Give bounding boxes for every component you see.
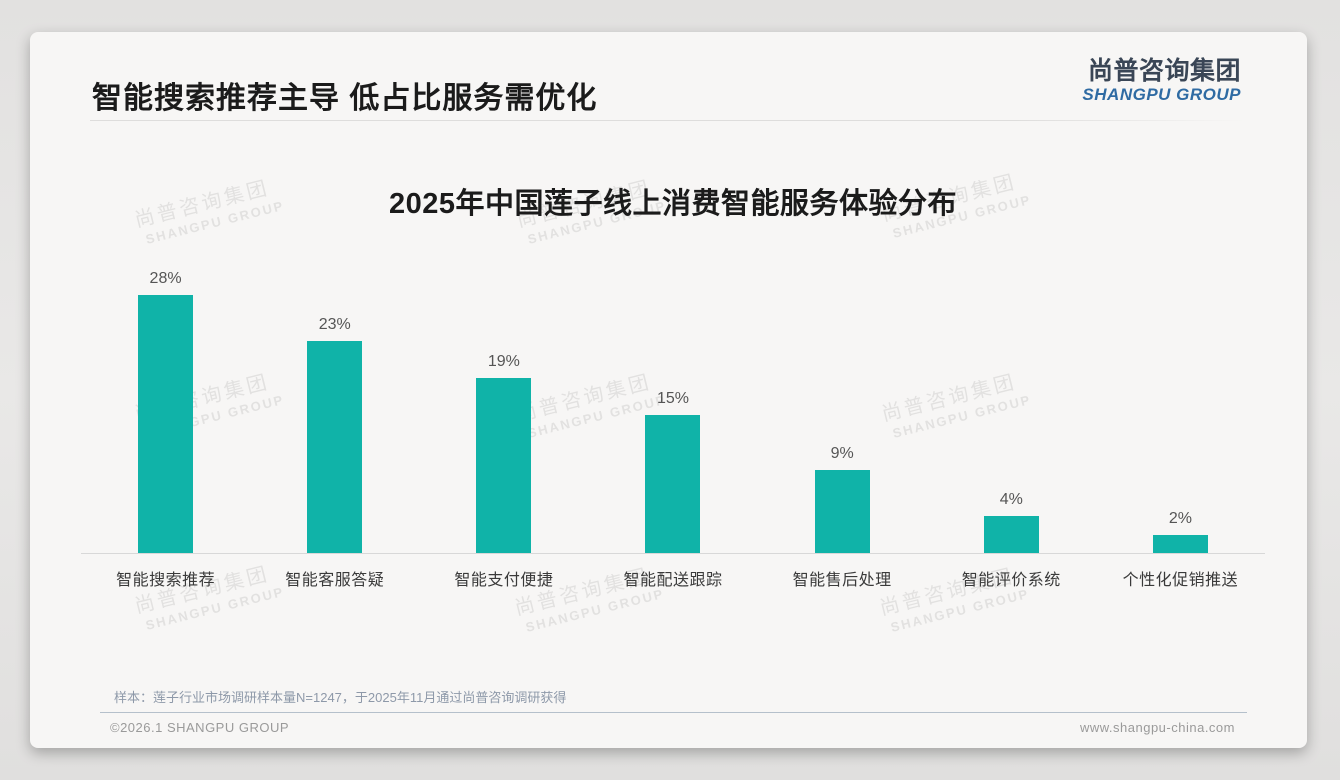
bar-value-label: 15% <box>656 390 689 407</box>
footer-divider <box>100 712 1247 713</box>
category-label: 智能支付便捷 <box>454 572 554 589</box>
bar-value-label: 4% <box>999 491 1023 509</box>
bar-slot: 2% <box>1096 265 1265 553</box>
category-axis: 智能搜索推荐 智能客服答疑 智能支付便捷 智能配送跟踪 智能售后处理 智能评价系统 个性化促… <box>81 566 1265 590</box>
logo-en-text: SHANGPU GROUP <box>1082 85 1241 104</box>
bar <box>1152 534 1208 553</box>
footer: ©2026.1 SHANGPU GROUP www.shangpu-china.… <box>110 720 1235 735</box>
bar <box>814 470 870 553</box>
bar <box>645 415 701 553</box>
bar-slot: 15% <box>588 265 757 553</box>
logo: 尚普咨询集团 SHANGPU GROUP <box>1082 56 1241 105</box>
website-text: www.shangpu-china.com <box>1079 720 1235 735</box>
bar <box>307 341 363 553</box>
category-label: 智能售后处理 <box>792 572 892 589</box>
watermark-en-text: SHANGPU GROUP <box>524 585 666 635</box>
category-label: 智能搜索推荐 <box>116 572 216 589</box>
bar-slot: 19% <box>419 265 588 553</box>
bar-slot: 28% <box>81 265 250 553</box>
page-title: 智能搜索推荐主导 低占比服务需优化 <box>92 82 598 115</box>
bar-chart-plot-area: 28% 23% 19% 15% 9% 4% 2% <box>81 265 1265 554</box>
bar-slot: 9% <box>758 265 927 553</box>
copyright-text: ©2026.1 SHANGPU GROUP <box>110 720 290 735</box>
header-divider <box>90 120 1245 121</box>
bar <box>983 516 1039 553</box>
slide-card: 尚普咨询集团 SHANGPU GROUP 尚普咨询集团 SHANGPU GROUP 尚普… <box>30 32 1307 748</box>
bar <box>138 295 194 553</box>
bar-slot: 23% <box>250 265 419 553</box>
bar-value-label: 9% <box>830 445 854 463</box>
category-label: 智能客服答疑 <box>285 572 385 589</box>
bar-value-label: 19% <box>487 353 520 371</box>
bar <box>476 378 532 553</box>
bar-value-label: 23% <box>318 316 351 334</box>
bar-slot: 4% <box>927 265 1096 553</box>
bar-value-label: 28% <box>149 270 182 288</box>
category-label: 智能配送跟踪 <box>623 572 723 589</box>
logo-cn-text: 尚普咨询集团 <box>1087 57 1241 85</box>
watermark-en-text: SHANGPU GROUP <box>889 585 1031 635</box>
category-label: 智能评价系统 <box>961 572 1061 589</box>
bar-value-label: 2% <box>1168 509 1192 527</box>
chart-title: 2025年中国莲子线上消费智能服务体验分布 <box>388 188 957 220</box>
category-label: 个性化促销推送 <box>1122 572 1239 589</box>
watermark-en-text: SHANGPU GROUP <box>144 583 286 633</box>
sample-note: 样本：莲子行业市场调研样本量N=1247，于2025年11月通过尚普咨询调研获得 <box>114 690 567 705</box>
